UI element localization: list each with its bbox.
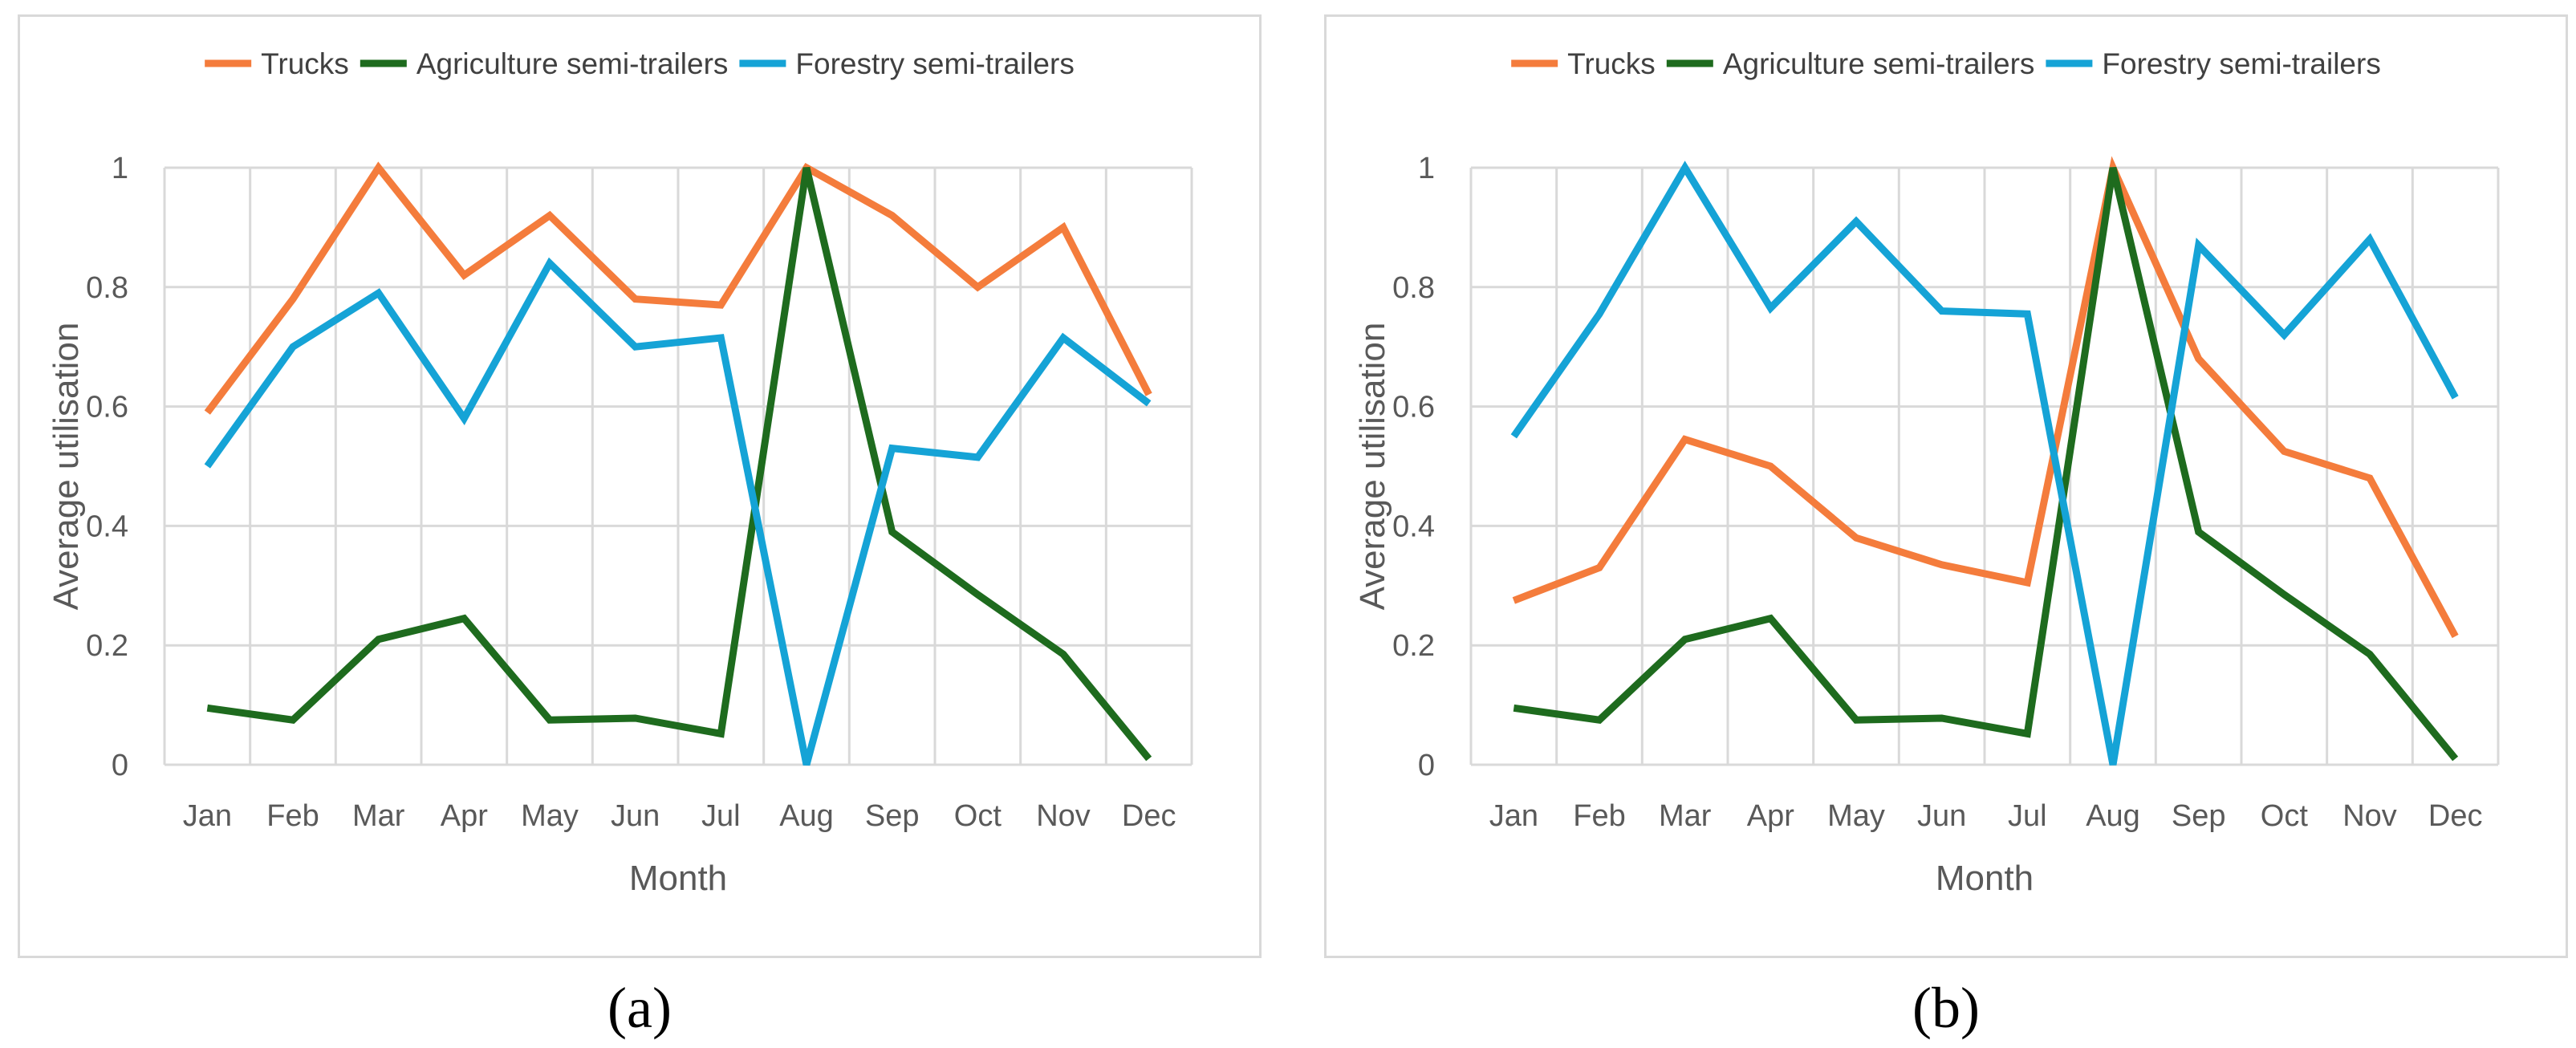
x-tick-label: Apr bbox=[441, 799, 488, 833]
series-line-forestry-semi-trailers bbox=[1510, 160, 2459, 766]
legend-label: Forestry semi-trailers bbox=[795, 47, 1074, 80]
x-tick-label: Oct bbox=[954, 799, 1002, 833]
y-tick-label: 0.8 bbox=[86, 271, 128, 305]
y-tick-label: 0.6 bbox=[86, 391, 128, 424]
legend-label: Trucks bbox=[1567, 47, 1656, 80]
y-tick-label: 1 bbox=[1418, 152, 1435, 185]
legend-label: Agriculture semi-trailers bbox=[1723, 47, 2035, 80]
legend-label: Forestry semi-trailers bbox=[2102, 47, 2380, 80]
x-tick-label: Jul bbox=[701, 799, 741, 833]
y-axis-title: Average utilisation bbox=[47, 323, 86, 611]
series-line-trucks bbox=[1512, 156, 2459, 639]
x-tick-label: May bbox=[521, 799, 579, 833]
x-tick-label: Dec bbox=[2428, 799, 2483, 833]
x-tick-label: Jun bbox=[1917, 799, 1966, 833]
x-tick-label: Jul bbox=[2008, 799, 2047, 833]
x-tick-label: Jan bbox=[1489, 799, 1538, 833]
x-tick-label: Nov bbox=[1036, 799, 1091, 833]
legend-label: Trucks bbox=[261, 47, 349, 80]
x-tick-label: Aug bbox=[2086, 799, 2140, 833]
x-tick-label: Jan bbox=[183, 799, 232, 833]
y-tick-label: 0 bbox=[112, 749, 128, 782]
chart-a-svg: 0 0.2 0.4 0.6 0.8 1 Jan Feb Mar Apr May Jun Jul Aug Se… bbox=[47, 47, 1193, 898]
legend: Trucks Agriculture semi-trailers Forestry … bbox=[1511, 47, 2381, 80]
series-line-agriculture-semi-trailers bbox=[206, 166, 1152, 762]
x-tick-label: Mar bbox=[1659, 799, 1712, 833]
y-tick-label: 0.8 bbox=[1392, 271, 1435, 305]
y-tick-label: 0.6 bbox=[1392, 391, 1435, 424]
y-tick-label: 0.2 bbox=[86, 629, 128, 663]
series-line-agriculture-semi-trailers bbox=[1513, 166, 2459, 762]
x-tick-label: Sep bbox=[2172, 799, 2226, 833]
series-line-trucks bbox=[204, 161, 1152, 415]
x-tick-label: Oct bbox=[2261, 799, 2309, 833]
y-tick-label: 1 bbox=[112, 152, 128, 185]
y-tick-label: 0.4 bbox=[1392, 510, 1435, 543]
chart-b-svg: 0 0.2 0.4 0.6 0.8 1 Jan Feb Mar Apr May Jun Jul Aug Se… bbox=[1353, 47, 2500, 898]
chart-panel-b: 0 0.2 0.4 0.6 0.8 1 Jan Feb Mar Apr May Jun Jul Aug Se… bbox=[1324, 14, 2568, 958]
x-tick-label: Jun bbox=[611, 799, 660, 833]
legend-label: Agriculture semi-trailers bbox=[416, 47, 729, 80]
x-tick-label: Sep bbox=[865, 799, 920, 833]
caption-b: (b) bbox=[1912, 976, 1980, 1040]
series-line-forestry-semi-trailers bbox=[204, 257, 1152, 766]
chart-panel-a: 0 0.2 0.4 0.6 0.8 1 Jan Feb Mar Apr May Jun Jul Aug Se… bbox=[18, 14, 1262, 958]
x-axis-title: Month bbox=[1936, 859, 2034, 898]
x-tick-label: Aug bbox=[779, 799, 834, 833]
x-axis-title: Month bbox=[629, 859, 727, 898]
y-axis-title: Average utilisation bbox=[1353, 323, 1392, 611]
grid bbox=[1469, 166, 2500, 766]
legend: Trucks Agriculture semi-trailers Forestry … bbox=[205, 47, 1075, 80]
x-tick-label: Dec bbox=[1122, 799, 1176, 833]
y-tick-label: 0.4 bbox=[86, 510, 128, 543]
x-tick-label: Apr bbox=[1747, 799, 1794, 833]
y-tick-label: 0.2 bbox=[1392, 629, 1435, 663]
x-tick-label: Feb bbox=[1573, 799, 1625, 833]
caption-a: (a) bbox=[607, 976, 672, 1040]
y-tick-label: 0 bbox=[1418, 749, 1435, 782]
x-tick-label: May bbox=[1827, 799, 1885, 833]
x-tick-label: Mar bbox=[352, 799, 405, 833]
x-tick-label: Feb bbox=[266, 799, 319, 833]
x-tick-label: Nov bbox=[2342, 799, 2397, 833]
